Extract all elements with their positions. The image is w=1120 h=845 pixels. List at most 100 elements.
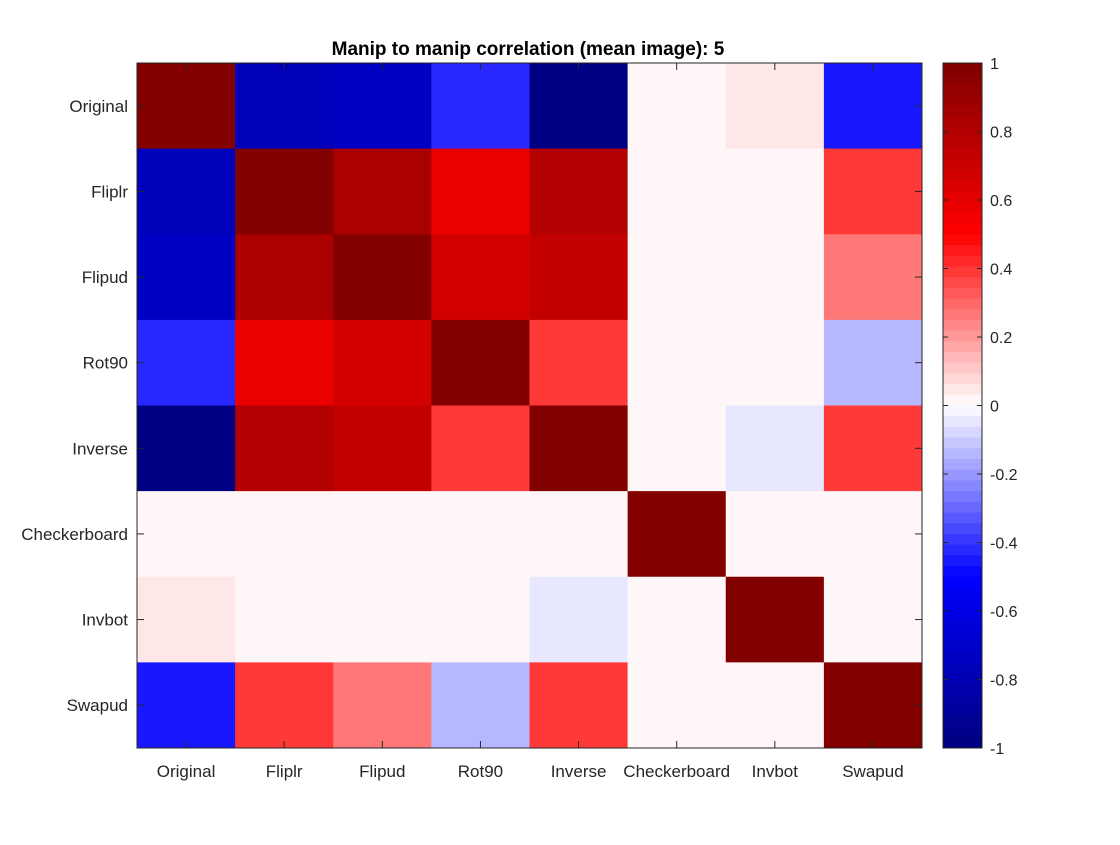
colorbar-tick-label: 0.2	[990, 330, 1012, 347]
x-tick-label: Inverse	[551, 762, 607, 781]
heatmap-cell-invbot-fliplr	[235, 576, 334, 663]
colorbar-segment	[943, 73, 982, 85]
y-tick-label: Invbot	[82, 611, 129, 630]
heatmap-cell-swapud-inverse	[529, 662, 629, 749]
heatmap-cell-invbot-inverse	[529, 576, 629, 663]
colorbar-segment	[943, 694, 982, 706]
colorbar-segment	[943, 212, 982, 225]
heatmap-cell-checkerboard-invbot	[725, 491, 825, 578]
colorbar-segment	[943, 587, 982, 599]
heatmap-cell-original-original	[137, 63, 236, 150]
heatmap-cell-swapud-swapud	[823, 662, 923, 749]
heatmap-cell-flipud-original	[137, 234, 236, 321]
colorbar-segment	[943, 662, 982, 674]
colorbar-segment	[943, 501, 982, 514]
heatmap-cell-fliplr-fliplr	[235, 148, 334, 235]
heatmap-cell-original-invbot	[725, 63, 825, 150]
colorbar-segment	[943, 533, 982, 546]
colorbar-segment	[943, 619, 982, 631]
heatmap-cell-rot90-checkerboard	[627, 319, 727, 406]
colorbar-segment	[943, 95, 982, 107]
colorbar-segment	[943, 673, 982, 685]
colorbar-segment	[943, 705, 982, 717]
y-tick-label: Inverse	[72, 439, 128, 458]
heatmap-cell-rot90-fliplr	[235, 319, 334, 406]
colorbar-tick-label: -0.2	[990, 467, 1018, 484]
x-tick-label: Original	[157, 762, 216, 781]
heatmap-cell-flipud-inverse	[529, 234, 629, 321]
colorbar-segment	[943, 330, 982, 342]
colorbar-segment	[943, 555, 982, 567]
colorbar-segment	[943, 566, 982, 578]
plot-frame	[136, 62, 923, 749]
heatmap-cells	[137, 63, 923, 749]
colorbar-segment	[943, 351, 982, 364]
colorbar-segment	[943, 512, 982, 524]
heatmap-cell-fliplr-checkerboard	[627, 148, 727, 235]
colorbar-segment	[943, 116, 982, 128]
heatmap-cell-rot90-original	[137, 319, 236, 406]
y-tick-labels: Original Fliplr Flipud Rot90 Inverse Checkerb…	[21, 97, 128, 715]
colorbar-segment	[943, 715, 982, 728]
x-tick-label: Rot90	[458, 762, 503, 781]
heatmap-cell-invbot-swapud	[823, 576, 923, 663]
colorbar-segment	[943, 405, 982, 417]
y-tick-label: Fliplr	[91, 182, 128, 201]
heatmap-cell-rot90-rot90	[431, 319, 530, 406]
colorbar-segment	[943, 630, 982, 642]
heatmap-cell-checkerboard-inverse	[529, 491, 629, 578]
heatmap-cell-original-fliplr	[235, 63, 334, 150]
heatmap-cell-swapud-invbot	[725, 662, 825, 749]
colorbar-segment	[943, 737, 982, 749]
colorbar-segment	[943, 608, 982, 621]
y-tick-label: Original	[69, 97, 128, 116]
colorbar-segment	[943, 127, 982, 139]
colorbar-segment	[943, 448, 982, 460]
heatmap-cell-fliplr-inverse	[529, 148, 629, 235]
colorbar-segment	[943, 394, 982, 406]
colorbar-segment	[943, 191, 982, 203]
heatmap-cell-fliplr-rot90	[431, 148, 530, 235]
x-tick-label: Invbot	[752, 762, 799, 781]
colorbar-segment	[943, 159, 982, 171]
colorbar-tick-label: 1	[990, 56, 999, 73]
colorbar-tick-label: -0.8	[990, 673, 1018, 690]
heatmap-cell-original-rot90	[431, 63, 530, 150]
heatmap-cell-flipud-flipud	[333, 234, 432, 321]
heatmap-cell-inverse-checkerboard	[627, 405, 727, 492]
colorbar-segment	[943, 640, 982, 653]
heatmap-cell-inverse-original	[137, 405, 236, 492]
heatmap-cell-swapud-flipud	[333, 662, 432, 749]
heatmap-cell-original-checkerboard	[627, 63, 727, 150]
heatmap-cell-checkerboard-fliplr	[235, 491, 334, 578]
colorbar-segment	[943, 426, 982, 439]
colorbar-segment	[943, 63, 982, 75]
heatmap-cell-flipud-fliplr	[235, 234, 334, 321]
heatmap-cell-rot90-flipud	[333, 319, 432, 406]
y-tick-label: Rot90	[83, 354, 128, 373]
heatmap-cell-fliplr-swapud	[823, 148, 923, 235]
heatmap-cell-rot90-invbot	[725, 319, 825, 406]
x-tick-label: Fliplr	[266, 762, 303, 781]
colorbar-segment	[943, 384, 982, 396]
y-tick-label: Checkerboard	[21, 525, 128, 544]
heatmap-cell-invbot-checkerboard	[627, 576, 727, 663]
colorbar-segment	[943, 84, 982, 96]
chart-title: Manip to manip correlation (mean image):…	[332, 39, 725, 60]
heatmap-cell-swapud-checkerboard	[627, 662, 727, 749]
colorbar-tick-label: 0.8	[990, 125, 1012, 142]
heatmap-cell-fliplr-invbot	[725, 148, 825, 235]
colorbar-segment	[943, 459, 982, 471]
heatmap-cell-checkerboard-flipud	[333, 491, 432, 578]
heatmap-cell-checkerboard-rot90	[431, 491, 530, 578]
heatmap-cell-inverse-inverse	[529, 405, 629, 492]
heatmap-cell-swapud-original	[137, 662, 236, 749]
heatmap-cell-inverse-swapud	[823, 405, 923, 492]
heatmap-cell-inverse-fliplr	[235, 405, 334, 492]
colorbar-segment	[943, 202, 982, 214]
colorbar-segment	[943, 437, 982, 449]
colorbar: -1 -0.8 -0.6 -0.4 -0.2 0 0.2 0.4 0.6 0.8 1	[942, 56, 1018, 758]
colorbar-segment	[943, 319, 982, 332]
colorbar-segment	[943, 298, 982, 310]
